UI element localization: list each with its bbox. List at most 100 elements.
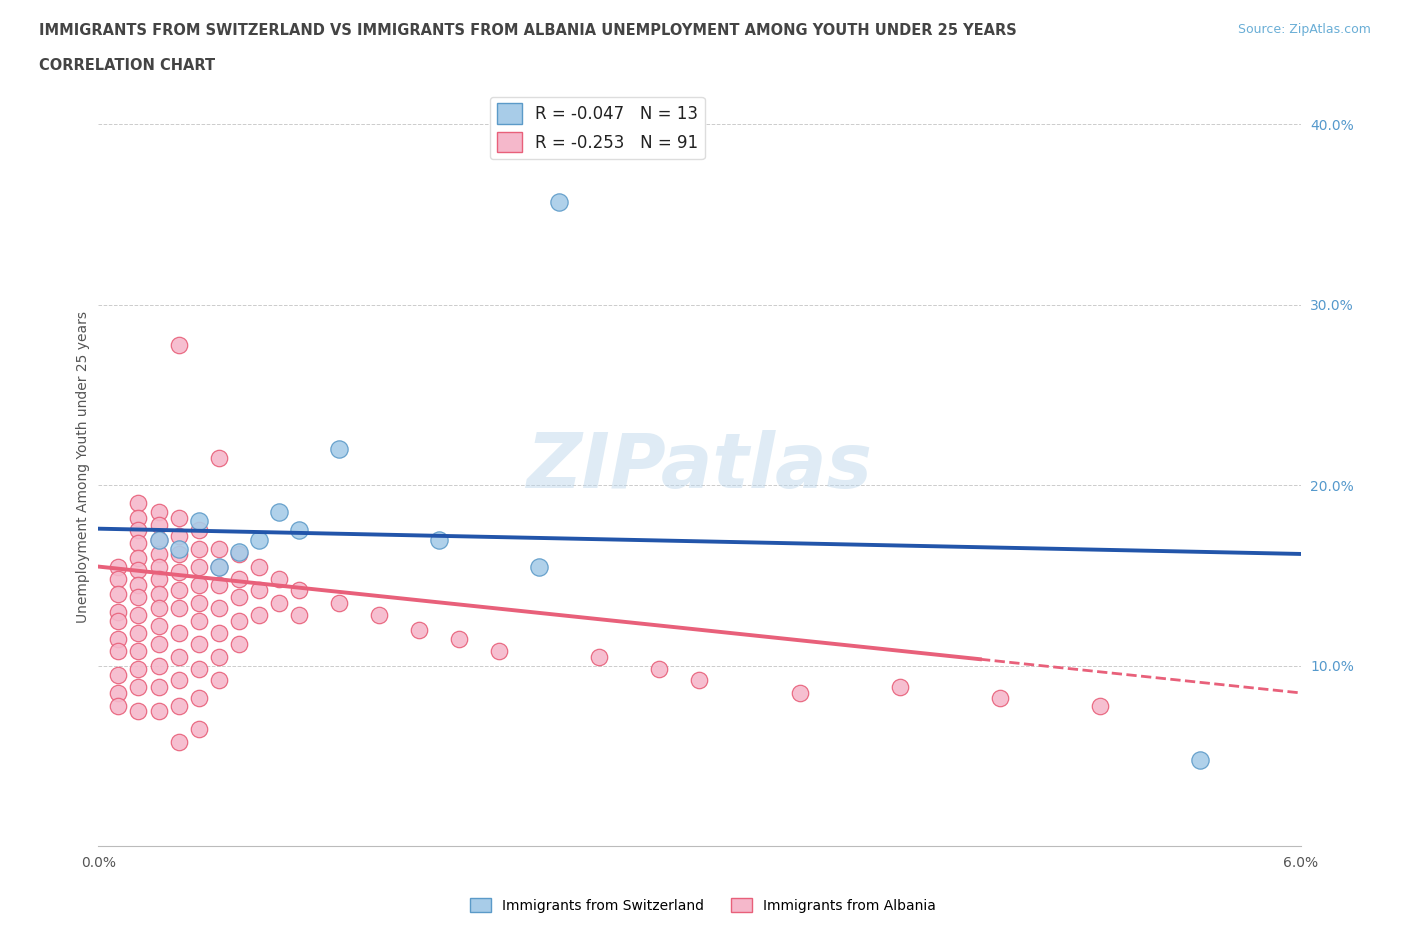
Point: [368, 608, 391, 623]
Point: [128, 523, 150, 538]
Point: [167, 338, 190, 352]
Point: [228, 572, 250, 587]
Point: [107, 586, 129, 601]
Point: [148, 637, 170, 652]
Point: [107, 698, 129, 713]
Point: [187, 613, 209, 628]
Point: [107, 685, 129, 700]
Point: [148, 505, 170, 520]
Point: [167, 649, 190, 664]
Point: [208, 649, 231, 664]
Point: [128, 590, 150, 604]
Text: ZIPatlas: ZIPatlas: [526, 431, 873, 504]
Point: [267, 595, 290, 610]
Point: [187, 523, 209, 538]
Y-axis label: Unemployment Among Youth under 25 years: Unemployment Among Youth under 25 years: [76, 312, 90, 623]
Point: [128, 536, 150, 551]
Point: [187, 691, 209, 706]
Point: [128, 703, 150, 718]
Text: CORRELATION CHART: CORRELATION CHART: [39, 58, 215, 73]
Point: [208, 451, 231, 466]
Point: [228, 637, 250, 652]
Point: [648, 662, 671, 677]
Point: [208, 541, 231, 556]
Point: [588, 649, 610, 664]
Point: [187, 722, 209, 737]
Point: [228, 547, 250, 562]
Point: [148, 601, 170, 616]
Point: [107, 644, 129, 658]
Point: [167, 698, 190, 713]
Point: [288, 582, 311, 597]
Point: [128, 496, 150, 511]
Point: [148, 618, 170, 633]
Point: [148, 532, 170, 547]
Point: [148, 532, 170, 547]
Point: [247, 532, 270, 547]
Point: [228, 613, 250, 628]
Point: [148, 547, 170, 562]
Point: [187, 662, 209, 677]
Point: [167, 541, 190, 556]
Point: [267, 505, 290, 520]
Point: [107, 572, 129, 587]
Point: [247, 559, 270, 574]
Point: [128, 608, 150, 623]
Point: [167, 601, 190, 616]
Point: [187, 637, 209, 652]
Point: [1189, 752, 1212, 767]
Point: [488, 644, 510, 658]
Point: [208, 626, 231, 641]
Point: [148, 586, 170, 601]
Point: [128, 644, 150, 658]
Point: [1090, 698, 1112, 713]
Point: [128, 511, 150, 525]
Point: [247, 608, 270, 623]
Point: [529, 559, 551, 574]
Point: [267, 572, 290, 587]
Point: [148, 680, 170, 695]
Text: IMMIGRANTS FROM SWITZERLAND VS IMMIGRANTS FROM ALBANIA UNEMPLOYMENT AMONG YOUTH : IMMIGRANTS FROM SWITZERLAND VS IMMIGRANT…: [39, 23, 1017, 38]
Point: [447, 631, 470, 646]
Point: [328, 442, 350, 457]
Point: [148, 518, 170, 533]
Point: [107, 613, 129, 628]
Point: [408, 622, 430, 637]
Point: [167, 672, 190, 687]
Point: [148, 559, 170, 574]
Point: [427, 532, 450, 547]
Point: [167, 511, 190, 525]
Point: [208, 559, 231, 574]
Point: [789, 685, 811, 700]
Point: [288, 523, 311, 538]
Point: [167, 626, 190, 641]
Point: [187, 541, 209, 556]
Point: [148, 572, 170, 587]
Point: [187, 559, 209, 574]
Point: [208, 578, 231, 592]
Point: [167, 528, 190, 543]
Point: [247, 582, 270, 597]
Point: [148, 703, 170, 718]
Point: [208, 559, 231, 574]
Point: [208, 601, 231, 616]
Point: [208, 672, 231, 687]
Legend: R = -0.047   N = 13, R = -0.253   N = 91: R = -0.047 N = 13, R = -0.253 N = 91: [489, 97, 704, 159]
Point: [128, 563, 150, 578]
Point: [167, 547, 190, 562]
Text: Source: ZipAtlas.com: Source: ZipAtlas.com: [1237, 23, 1371, 36]
Point: [689, 672, 711, 687]
Point: [187, 595, 209, 610]
Point: [128, 626, 150, 641]
Point: [228, 545, 250, 560]
Point: [988, 691, 1011, 706]
Point: [288, 608, 311, 623]
Point: [889, 680, 911, 695]
Legend: Immigrants from Switzerland, Immigrants from Albania: Immigrants from Switzerland, Immigrants …: [464, 893, 942, 919]
Point: [167, 565, 190, 579]
Point: [167, 734, 190, 749]
Point: [107, 604, 129, 619]
Point: [128, 680, 150, 695]
Point: [167, 582, 190, 597]
Point: [107, 668, 129, 683]
